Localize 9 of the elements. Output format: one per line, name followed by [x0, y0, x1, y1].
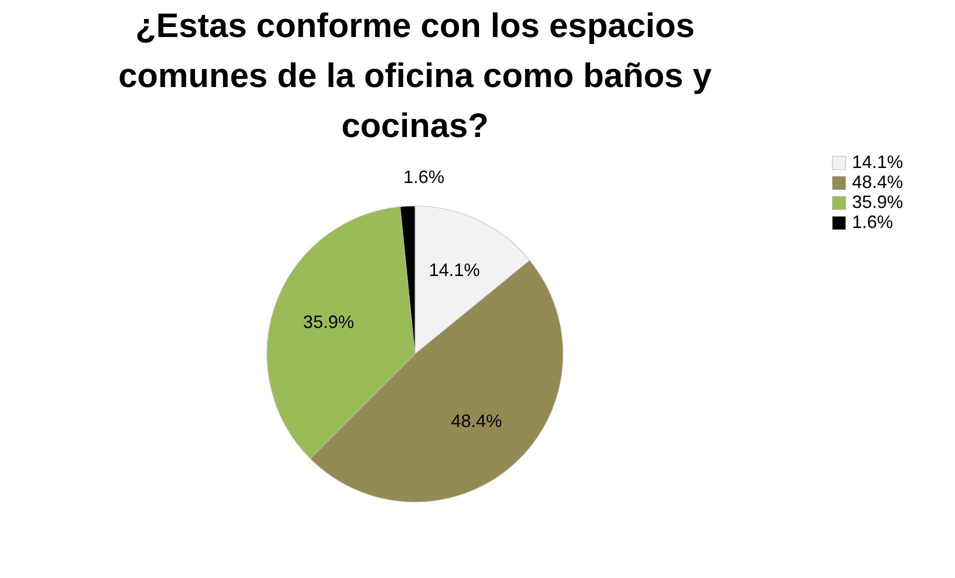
data-label: 14.1%	[428, 260, 480, 280]
chart-title: ¿Estas conforme con los espacios comunes de la oficina como baños y cocinas?	[118, 7, 712, 145]
legend-label: 48.4%	[852, 172, 904, 192]
legend-label: 1.6%	[852, 212, 894, 232]
data-label: 35.9%	[303, 312, 354, 332]
data-label: 1.6%	[403, 167, 444, 188]
data-label: 48.4%	[451, 411, 502, 432]
legend-label: 14.1%	[852, 152, 904, 172]
legend-label: 35.9%	[852, 192, 904, 212]
